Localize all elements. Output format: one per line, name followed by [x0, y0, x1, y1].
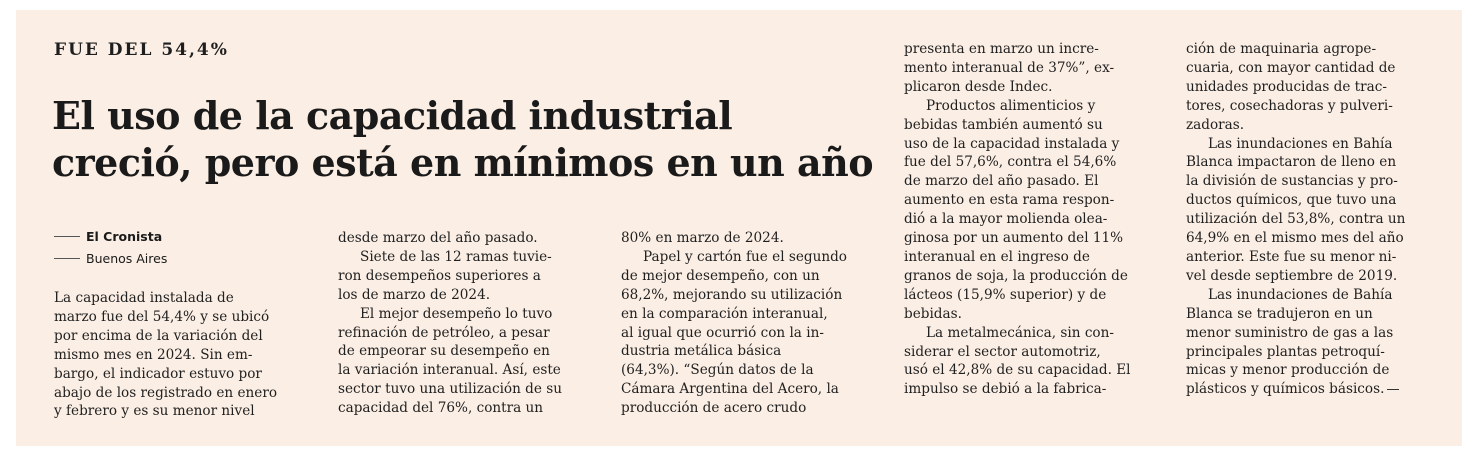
article-text-line: los de marzo de 2024.: [338, 286, 491, 303]
article-text-line: tores, cosechadoras y pulveri-: [1186, 97, 1393, 114]
article-text-line: (64,3%). “Según datos de la: [621, 362, 814, 379]
article-text-line: Blanca impactaron de lleno en: [1186, 154, 1397, 171]
byline-rule: [54, 236, 80, 237]
article-text-line: bebidas.: [904, 305, 962, 322]
headline-line: creció, pero está en mínimos en un año: [52, 140, 874, 185]
article-text-line: presenta en marzo un incre-: [904, 41, 1099, 57]
article-text-line: Las inundaciones en Bahía: [1208, 135, 1393, 152]
location-name: Buenos Aires: [86, 251, 168, 266]
article-text-line: ron desempeños superiores a: [338, 267, 541, 284]
article-text-line: capacidad del 76%, contra un: [338, 400, 544, 417]
article-text-line: aumento en esta rama respon-: [904, 192, 1115, 209]
article-text-line: en la comparación interanual,: [621, 305, 828, 322]
article-text-line: sector tuvo una utilización de su: [338, 381, 562, 398]
article-text-line: Productos alimenticios y: [926, 97, 1096, 114]
article-text-line: dió a la mayor molienda olea-: [904, 211, 1108, 228]
article-column-2: desde marzo del año pasado. Siete de las …: [338, 229, 600, 418]
article-text-line: uso de la capacidad instalada y: [904, 135, 1120, 152]
kicker: FUE DEL 54,4%: [54, 40, 229, 60]
article-text-line: Blanca se tradujeron en un: [1186, 305, 1373, 322]
article-text-line: ginosa por un aumento del 11%: [904, 230, 1124, 247]
article-text-line: bebidas también aumentó su: [904, 116, 1103, 133]
article-column-4: presenta en marzo un incre-mento interan…: [904, 40, 1166, 399]
article-text-line: desde marzo del año pasado.: [338, 230, 538, 246]
headline: El uso de la capacidad industrial creció…: [52, 92, 882, 186]
article-text-line: La capacidad instalada de: [54, 290, 234, 306]
article-text-line: Cámara Argentina del Acero, la: [621, 381, 839, 398]
byline-source: El Cronista: [54, 229, 162, 244]
article-text-line: micas y menor producción de: [1186, 362, 1390, 379]
article-text-line: 80% en marzo de 2024.: [621, 230, 784, 246]
article-text-line: la variación interanual. Así, este: [338, 362, 561, 379]
article-text-line: fue del 57,6%, contra el 54,6%: [904, 154, 1117, 171]
article-text-line: dustria metálica básica: [621, 343, 782, 360]
article-text-line: El mejor desempeño lo tuvo: [360, 305, 553, 322]
article-text-line: cuaria, con mayor cantidad de: [1186, 59, 1396, 76]
article-text-line: La metalmecánica, sin con-: [926, 324, 1114, 341]
end-of-article-mark: [1387, 389, 1400, 391]
article-text-line: ductos químicos, que tuvo una: [1186, 192, 1397, 209]
article-text-line: por encima de la variación del: [54, 327, 263, 344]
article-text-line: anterior. Este fue su menor ni-: [1186, 248, 1397, 265]
article-text-line: zadoras.: [1186, 116, 1245, 133]
byline-location: Buenos Aires: [54, 251, 167, 266]
article-text-line: ción de maquinaria agrope-: [1186, 41, 1377, 57]
article-text-line: marzo fue del 54,4% y se ubicó: [54, 308, 270, 325]
article-text-line: unidades producidas de trac-: [1186, 78, 1387, 95]
article-text-line: abajo de los registrado en enero: [54, 384, 278, 401]
article-text-line: lácteos (15,9% superior) y de: [904, 286, 1107, 303]
article-column-1: La capacidad instalada de marzo fue del 5…: [54, 289, 319, 421]
article-text-line: producción de acero crudo: [621, 400, 807, 417]
article-text-line: Siete de las 12 ramas tuvie-: [360, 248, 552, 265]
article-text-line: mento interanual de 37%”, ex-: [904, 59, 1115, 76]
article-text-line: bargo, el indicador estuvo por: [54, 365, 262, 382]
article-text-line: interanual en el ingreso de: [904, 248, 1090, 265]
headline-line: El uso de la capacidad industrial: [52, 93, 733, 138]
article-text-line: Las inundaciones de Bahía: [1208, 286, 1393, 303]
article-text-line: al igual que ocurrió con la in-: [621, 324, 824, 341]
article-text-line: 68,2%, mejorando su utilización: [621, 286, 843, 303]
article-text-line: 64,9% en el mismo mes del año: [1186, 230, 1404, 247]
article-text-line: granos de soja, la producción de: [904, 267, 1128, 284]
byline-rule: [54, 258, 80, 259]
article-text-line: vel desde septiembre de 2019.: [1186, 267, 1398, 284]
article-text-line: plásticos y químicos básicos.: [1186, 381, 1385, 398]
article-text-line: refinación de petróleo, a pesar: [338, 324, 550, 341]
source-name: El Cronista: [86, 229, 163, 244]
article-text-line: usó el 42,8% de su capacidad. El: [904, 362, 1131, 379]
article-text-line: menor suministro de gas a las: [1186, 324, 1394, 341]
article-column-3: 80% en marzo de 2024. Papel y cartón fue …: [621, 229, 883, 418]
newspaper-clipping: FUE DEL 54,4% El uso de la capacidad ind…: [16, 10, 1462, 446]
article-text-line: de mejor desempeño, con un: [621, 267, 820, 284]
article-text-line: siderar el sector automotriz,: [904, 343, 1101, 360]
article-text-line: de empeorar su desempeño en: [338, 343, 550, 360]
article-text-line: Papel y cartón fue el segundo: [643, 248, 847, 265]
article-text-line: impulso se debió a la fabrica-: [904, 381, 1107, 398]
article-text-line: la división de sustancias y pro-: [1186, 173, 1398, 190]
article-text-line: plicaron desde Indec.: [904, 78, 1053, 95]
article-text-line: de marzo del año pasado. El: [904, 173, 1099, 190]
article-column-5: ción de maquinaria agrope-cuaria, con ma…: [1186, 40, 1448, 399]
article-text-line: utilización del 53,8%, contra un: [1186, 211, 1406, 228]
article-text-line: principales plantas petroquí-: [1186, 343, 1385, 360]
article-text-line: mismo mes en 2024. Sin em-: [54, 346, 253, 363]
article-text-line: y febrero y es su menor nivel: [54, 403, 255, 420]
